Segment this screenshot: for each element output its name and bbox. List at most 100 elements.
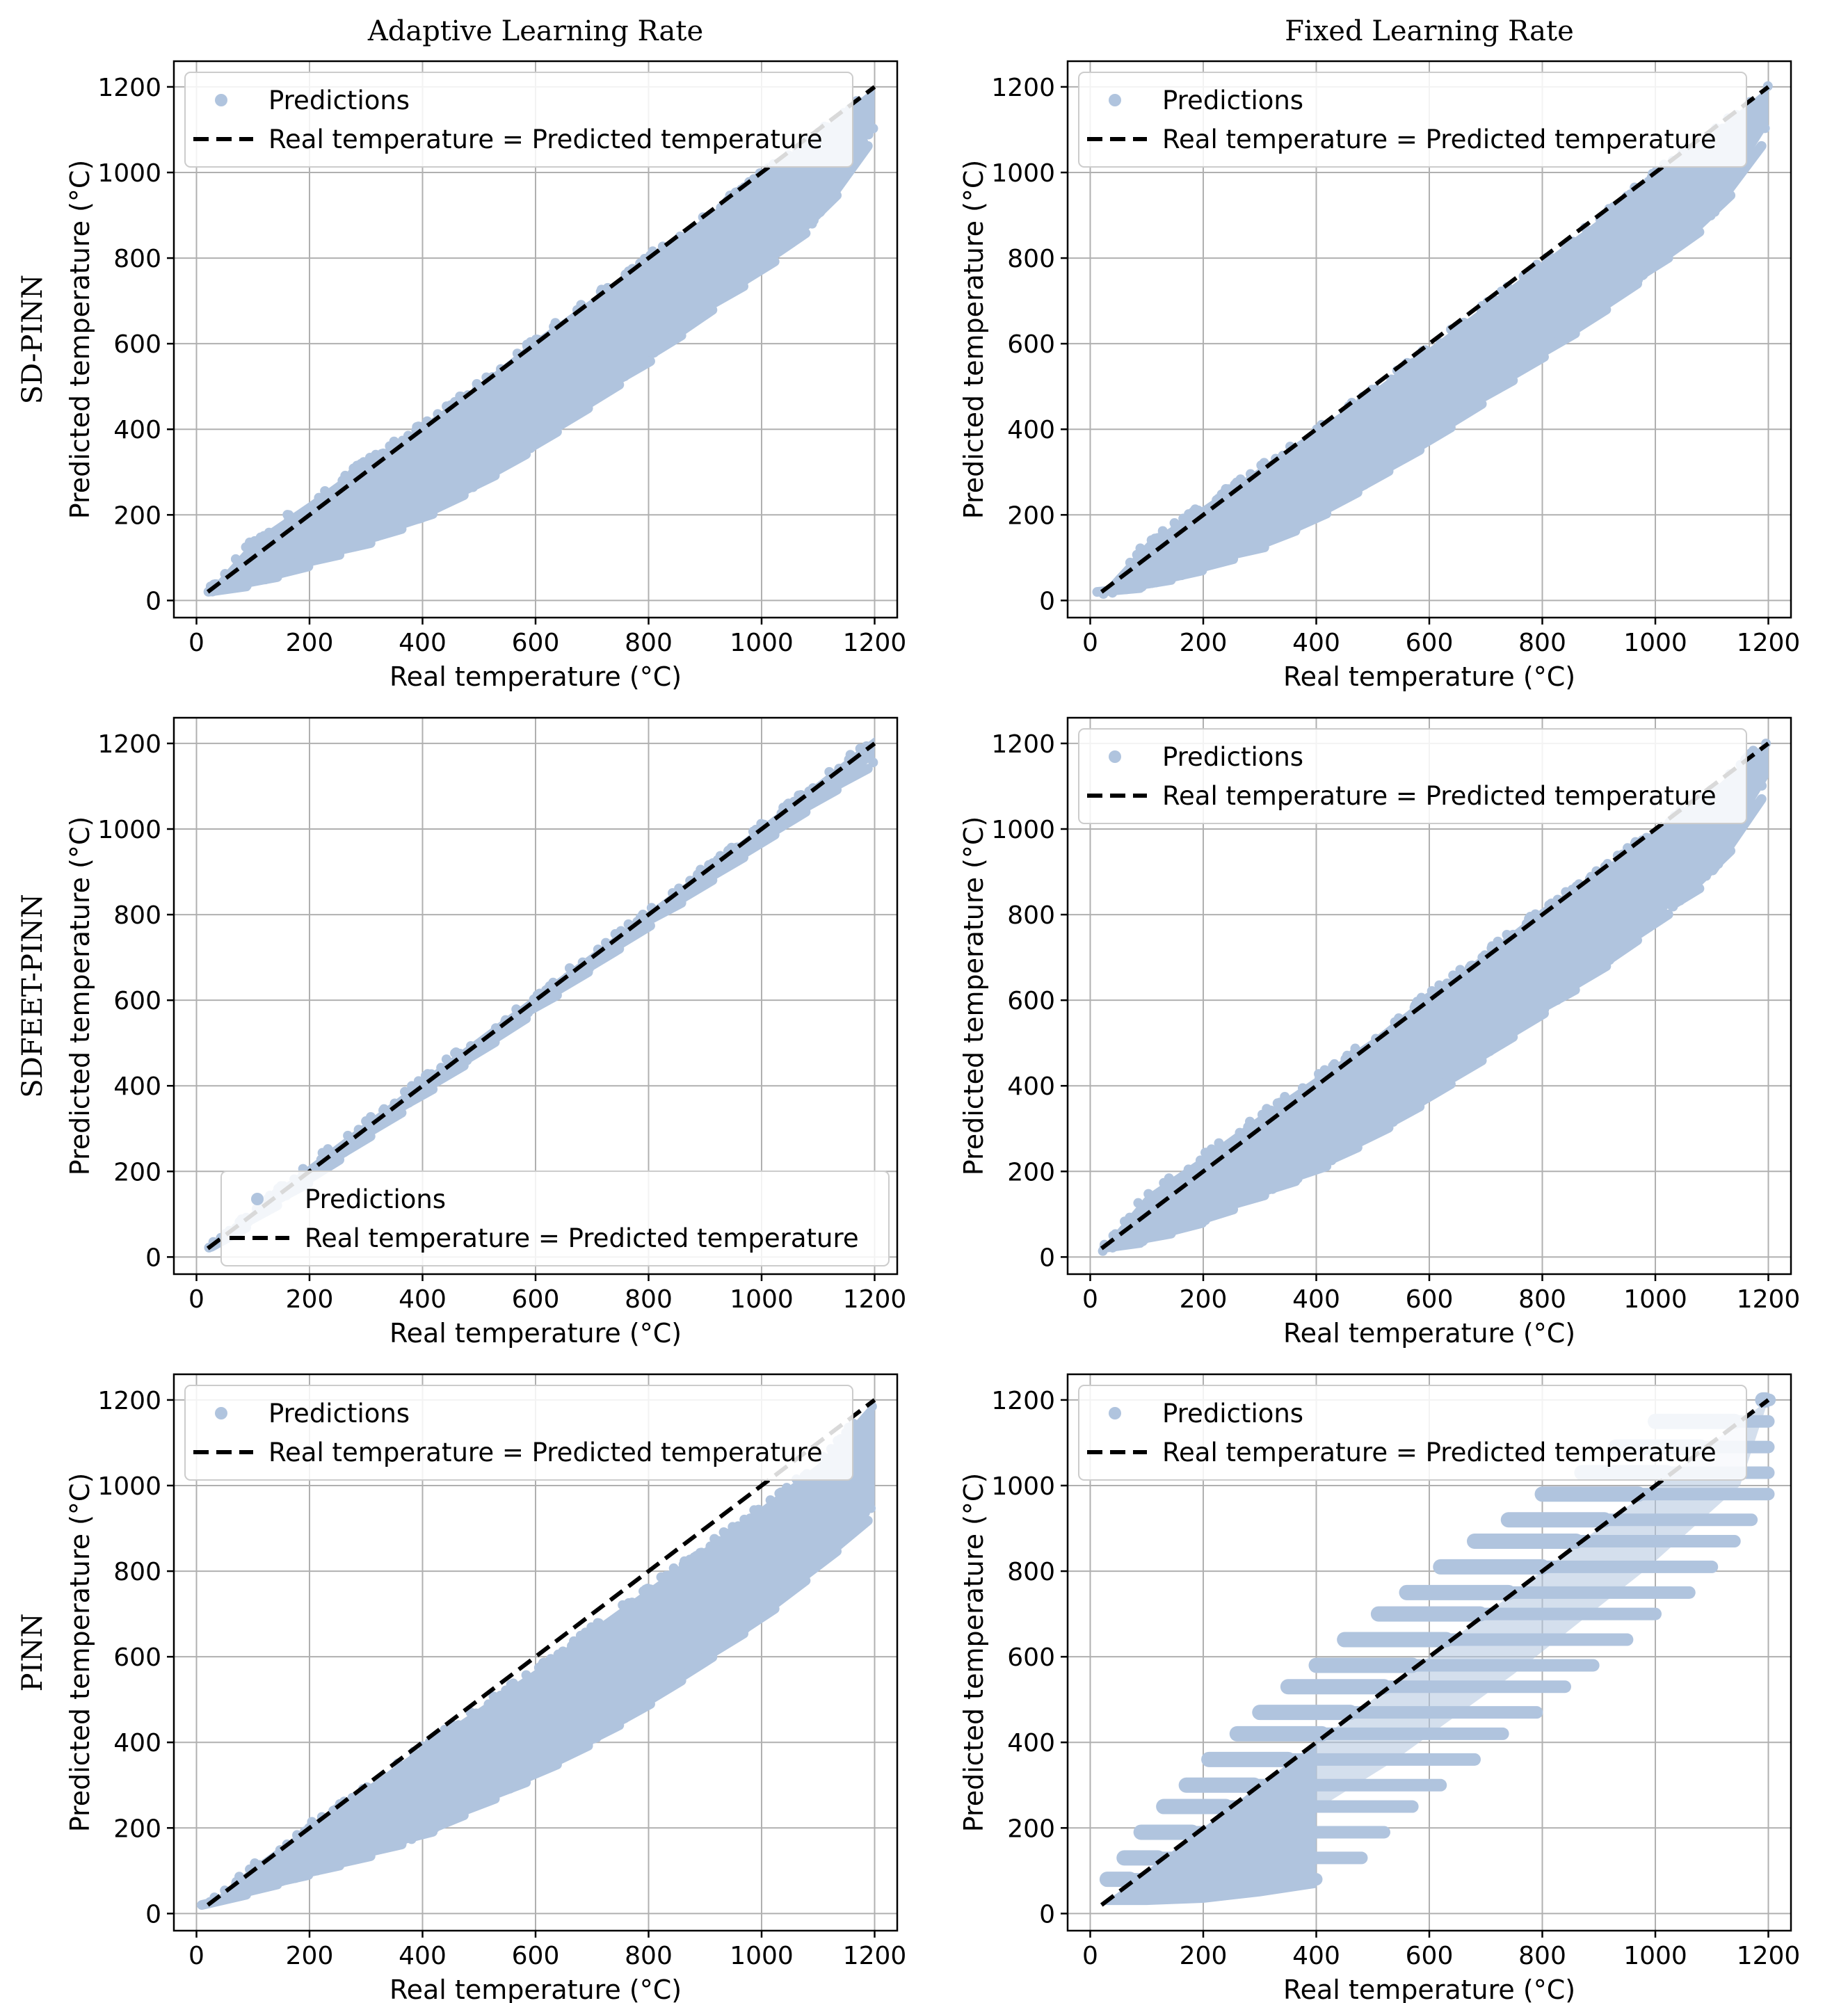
prediction-point bbox=[1183, 1164, 1194, 1175]
legend-box bbox=[1078, 728, 1747, 824]
legend-marker-predictions bbox=[251, 1193, 264, 1205]
y-tick-label: 800 bbox=[113, 1558, 161, 1586]
prediction-point bbox=[352, 465, 362, 475]
chart-panel: 0 200 400 600 800 1000 1200 0 200 400 600 800 1000 12… bbox=[65, 1373, 906, 2003]
x-tick-label: 1000 bbox=[1623, 1942, 1687, 1970]
x-axis-label: Real temperature (°C) bbox=[1283, 661, 1575, 692]
x-tick-label: 0 bbox=[188, 629, 204, 657]
prediction-point bbox=[521, 1670, 531, 1680]
x-tick-label: 600 bbox=[512, 1285, 560, 1314]
prediction-point bbox=[1150, 533, 1160, 544]
prediction-point bbox=[320, 486, 330, 497]
prediction-point bbox=[1243, 1122, 1253, 1132]
prediction-point bbox=[713, 1536, 723, 1546]
prediction-streak bbox=[327, 1131, 376, 1164]
x-tick-label: 1000 bbox=[730, 1285, 794, 1314]
prediction-streak bbox=[1595, 279, 1642, 314]
prediction-streak bbox=[317, 1851, 376, 1872]
ideal-line bbox=[1100, 1398, 1770, 1907]
x-tick-label: 1200 bbox=[1737, 1942, 1801, 1970]
prediction-point bbox=[407, 1081, 417, 1091]
prediction-point bbox=[250, 536, 260, 546]
y-tick-label: 800 bbox=[1007, 245, 1055, 273]
prediction-point bbox=[748, 826, 758, 837]
prediction-streak bbox=[755, 807, 811, 845]
prediction-streak bbox=[707, 281, 748, 309]
prediction-streak bbox=[259, 561, 314, 582]
legend: Predictions Real temperature = Predicted … bbox=[1078, 728, 1747, 824]
y-axis-label: Predicted temperature (°C) bbox=[65, 160, 95, 520]
prediction-point bbox=[350, 1793, 360, 1803]
prediction-streak bbox=[602, 921, 655, 957]
prediction-point bbox=[730, 187, 741, 198]
prediction-streak bbox=[1684, 190, 1736, 239]
legend: Predictions Real temperature = Predicted … bbox=[1078, 1385, 1747, 1481]
prediction-streak bbox=[368, 1840, 407, 1856]
y-tick-label: 1200 bbox=[991, 1387, 1055, 1415]
prediction-point bbox=[400, 1086, 410, 1097]
prediction-point bbox=[1235, 474, 1246, 485]
ideal-line bbox=[206, 85, 876, 594]
prediction-point bbox=[1477, 952, 1488, 963]
prediction-streak bbox=[1708, 794, 1767, 876]
prediction-point bbox=[508, 1678, 518, 1689]
prediction-streak bbox=[417, 1810, 469, 1837]
chart-panel: 0 200 400 600 800 1000 1200 0 200 400 600 800 1000 12… bbox=[65, 716, 906, 1349]
prediction-point bbox=[670, 1567, 680, 1577]
y-tick-label: 1000 bbox=[97, 1472, 161, 1501]
legend-box bbox=[1078, 1385, 1747, 1481]
x-tick-label: 800 bbox=[625, 629, 673, 657]
prediction-point bbox=[1206, 1144, 1216, 1155]
y-tick-label: 0 bbox=[145, 1900, 161, 1929]
y-axis-label: Predicted temperature (°C) bbox=[958, 817, 989, 1176]
y-tick-label: 0 bbox=[145, 1244, 161, 1272]
plot-area bbox=[197, 1398, 877, 1911]
column-title: Fixed Learning Rate bbox=[1285, 15, 1574, 47]
prediction-point bbox=[1262, 1104, 1273, 1115]
y-tick-label: 1000 bbox=[97, 159, 161, 188]
prediction-point bbox=[1455, 965, 1465, 975]
prediction-streak bbox=[360, 1108, 407, 1139]
x-tick-label: 0 bbox=[188, 1942, 204, 1970]
prediction-point bbox=[1133, 1198, 1143, 1208]
prediction-point bbox=[343, 1130, 353, 1141]
prediction-streak bbox=[488, 1777, 531, 1800]
prediction-point bbox=[504, 1687, 514, 1697]
chart-panel: 0 200 400 600 800 1000 1200 0 200 400 600 800 1000 12… bbox=[958, 716, 1800, 1349]
legend-marker-predictions bbox=[215, 94, 227, 106]
prediction-streak bbox=[1505, 352, 1549, 382]
x-tick-label: 600 bbox=[512, 1942, 560, 1970]
prediction-point bbox=[1169, 518, 1180, 529]
x-tick-label: 800 bbox=[1518, 629, 1566, 657]
prediction-streak bbox=[1399, 1079, 1456, 1117]
x-tick-label: 200 bbox=[1180, 1942, 1228, 1970]
y-tick-label: 400 bbox=[113, 416, 161, 444]
ideal-line bbox=[206, 1398, 876, 1907]
y-tick-label: 1200 bbox=[991, 74, 1055, 102]
prediction-point bbox=[720, 1529, 730, 1540]
prediction-point bbox=[577, 1633, 587, 1643]
legend-label: Real temperature = Predicted temperature bbox=[1162, 781, 1717, 811]
prediction-point bbox=[1214, 1138, 1224, 1148]
legend-marker-predictions bbox=[1109, 750, 1121, 763]
legend-label: Predictions bbox=[1162, 742, 1303, 772]
prediction-point bbox=[536, 1661, 546, 1671]
prediction-point bbox=[733, 1521, 744, 1531]
x-tick-label: 0 bbox=[1082, 1285, 1098, 1314]
x-tick-label: 200 bbox=[1180, 629, 1228, 657]
legend-label: Real temperature = Predicted temperature bbox=[268, 1438, 823, 1467]
legend-marker-predictions bbox=[1109, 1407, 1121, 1419]
prediction-point bbox=[1312, 427, 1322, 437]
y-tick-label: 0 bbox=[1039, 1900, 1055, 1929]
prediction-point bbox=[259, 531, 269, 541]
y-tick-label: 1000 bbox=[991, 159, 1055, 188]
legend: Predictions Real temperature = Predicted … bbox=[220, 1171, 890, 1266]
plot-area bbox=[1099, 1392, 1776, 1907]
prediction-point bbox=[379, 1104, 389, 1114]
prediction-point bbox=[483, 1699, 494, 1710]
figure-titles: Adaptive Learning Rate Fixed Learning Rat… bbox=[17, 15, 1574, 1691]
plot-area bbox=[1098, 738, 1771, 1256]
y-tick-label: 400 bbox=[1007, 416, 1055, 444]
prediction-point bbox=[712, 855, 723, 865]
